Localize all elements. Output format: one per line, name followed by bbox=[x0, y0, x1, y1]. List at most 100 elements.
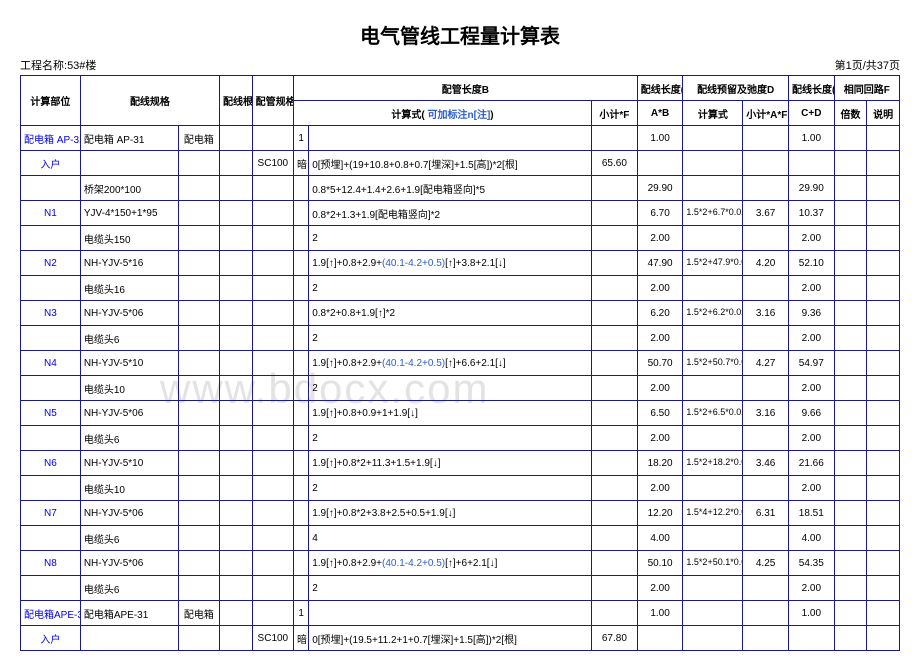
th: 配线预留及弛度D bbox=[683, 76, 789, 101]
cell: 4.00 bbox=[637, 526, 683, 551]
cell bbox=[867, 126, 900, 151]
cell: N3 bbox=[21, 301, 81, 326]
cell: NH-YJV-5*06 bbox=[80, 401, 178, 426]
cell: 1.9[↑]+0.8+2.9+(40.1-4.2+0.5)[↑]+6.6+2.1… bbox=[309, 351, 592, 376]
cell bbox=[178, 451, 219, 476]
cell bbox=[252, 601, 293, 626]
cell bbox=[867, 151, 900, 176]
cell: N4 bbox=[21, 351, 81, 376]
cell: 2 bbox=[309, 326, 592, 351]
cell bbox=[21, 226, 81, 251]
project-label: 工程名称: bbox=[20, 60, 67, 72]
cell: 2.00 bbox=[788, 226, 834, 251]
cell bbox=[592, 401, 638, 426]
cell: 1.5*2+50.7*0.025 bbox=[683, 351, 743, 376]
table-row: 电缆头622.002.00 bbox=[21, 576, 900, 601]
cell bbox=[867, 501, 900, 526]
cell bbox=[252, 301, 293, 326]
th: 倍数 bbox=[834, 101, 867, 126]
cell bbox=[683, 151, 743, 176]
cell bbox=[178, 301, 219, 326]
cell bbox=[683, 526, 743, 551]
cell bbox=[637, 151, 683, 176]
cell bbox=[867, 176, 900, 201]
cell bbox=[294, 526, 309, 551]
cell bbox=[592, 126, 638, 151]
cell bbox=[683, 276, 743, 301]
table-row: 电缆头622.002.00 bbox=[21, 326, 900, 351]
cell bbox=[220, 476, 253, 501]
table-row: 电缆头644.004.00 bbox=[21, 526, 900, 551]
cell bbox=[220, 351, 253, 376]
cell bbox=[294, 476, 309, 501]
cell: 3.16 bbox=[743, 301, 789, 326]
table-row: 配电箱APE-31配电箱APE-31配电箱11.001.00 bbox=[21, 601, 900, 626]
cell bbox=[743, 426, 789, 451]
cell bbox=[80, 626, 178, 651]
cell: 2 bbox=[309, 376, 592, 401]
cell bbox=[252, 351, 293, 376]
th: 小计*F bbox=[592, 101, 638, 126]
cell bbox=[178, 476, 219, 501]
cell: NH-YJV-5*16 bbox=[80, 251, 178, 276]
cell bbox=[867, 626, 900, 651]
cell bbox=[294, 351, 309, 376]
cell bbox=[252, 376, 293, 401]
cell: 3.46 bbox=[743, 451, 789, 476]
cell bbox=[592, 476, 638, 501]
cell: 配电箱 AP-31 bbox=[21, 126, 81, 151]
cell: 50.10 bbox=[637, 551, 683, 576]
cell: NH-YJV-5*10 bbox=[80, 451, 178, 476]
cell bbox=[867, 276, 900, 301]
cell bbox=[21, 526, 81, 551]
cell bbox=[743, 151, 789, 176]
cell bbox=[834, 201, 867, 226]
th: 说明 bbox=[867, 101, 900, 126]
cell: 配电箱 bbox=[178, 126, 219, 151]
cell bbox=[21, 376, 81, 401]
cell bbox=[592, 226, 638, 251]
cell: 桥架200*100 bbox=[80, 176, 178, 201]
cell bbox=[178, 251, 219, 276]
cell: 2.00 bbox=[637, 226, 683, 251]
cell bbox=[252, 276, 293, 301]
cell bbox=[178, 576, 219, 601]
cell: NH-YJV-5*10 bbox=[80, 351, 178, 376]
cell: 1.9[↑]+0.8*2+3.8+2.5+0.5+1.9[↓] bbox=[309, 501, 592, 526]
cell bbox=[834, 301, 867, 326]
cell: YJV-4*150+1*95 bbox=[80, 201, 178, 226]
cell bbox=[867, 601, 900, 626]
cell: 电缆头10 bbox=[80, 376, 178, 401]
cell bbox=[592, 426, 638, 451]
cell: 1.00 bbox=[788, 601, 834, 626]
cell: 2.00 bbox=[788, 476, 834, 501]
th: A*B bbox=[637, 101, 683, 126]
cell: 4.20 bbox=[743, 251, 789, 276]
cell bbox=[834, 176, 867, 201]
cell bbox=[867, 226, 900, 251]
cell bbox=[592, 276, 638, 301]
cell bbox=[21, 276, 81, 301]
cell bbox=[220, 126, 253, 151]
cell bbox=[21, 326, 81, 351]
th: 配线根数A bbox=[220, 76, 253, 126]
cell: 1.9[↑]+0.8+0.9+1+1.9[↓] bbox=[309, 401, 592, 426]
table-row: N4NH-YJV-5*10 1.9[↑]+0.8+2.9+(40.1-4.2+0.… bbox=[21, 351, 900, 376]
table-row: N3NH-YJV-5*060.8*2+0.8+1.9[↑]*26.201.5*2… bbox=[21, 301, 900, 326]
cell: 9.36 bbox=[788, 301, 834, 326]
cell bbox=[867, 526, 900, 551]
cell: NH-YJV-5*06 bbox=[80, 501, 178, 526]
cell: N8 bbox=[21, 551, 81, 576]
cell bbox=[867, 201, 900, 226]
cell: 电缆头6 bbox=[80, 426, 178, 451]
cell bbox=[867, 476, 900, 501]
cell: NH-YJV-5*06 bbox=[80, 551, 178, 576]
cell bbox=[220, 251, 253, 276]
cell bbox=[220, 526, 253, 551]
cell bbox=[834, 351, 867, 376]
cell bbox=[743, 276, 789, 301]
cell: 2.00 bbox=[637, 276, 683, 301]
cell bbox=[592, 501, 638, 526]
table-row: N2NH-YJV-5*161.9[↑]+0.8+2.9+(40.1-4.2+0.… bbox=[21, 251, 900, 276]
cell: 0.8*2+0.8+1.9[↑]*2 bbox=[309, 301, 592, 326]
